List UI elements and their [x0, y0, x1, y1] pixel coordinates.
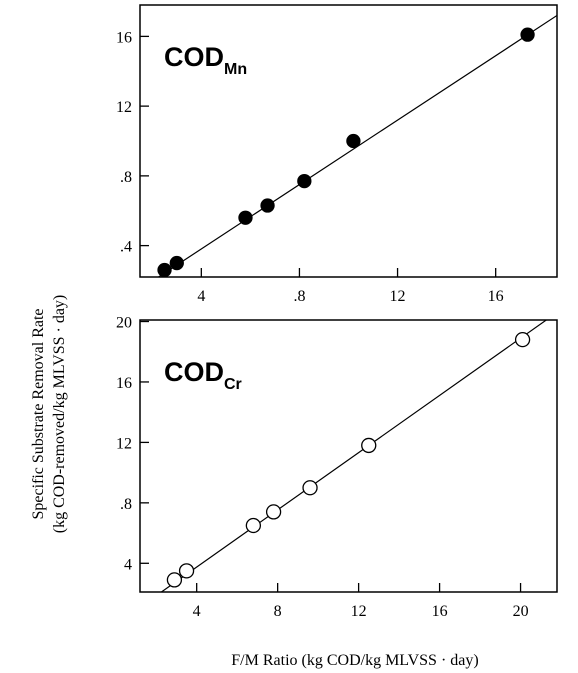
x-tick-label-bottom: 20: [513, 603, 529, 620]
data-point-top: [169, 255, 184, 271]
data-point-top: [260, 198, 275, 213]
y-tick-label-top: .8: [120, 169, 132, 186]
x-tick-label-bottom: 16: [432, 603, 448, 620]
y-tick-label-bottom: 20: [116, 315, 132, 332]
panel-title-cod-mn: CODMn: [164, 42, 247, 78]
y-tick-label-bottom: .8: [120, 496, 132, 513]
y-tick-label-top: 12: [116, 99, 132, 116]
x-axis-label: F/M Ratio (kg COD/kg MLVSS · day): [231, 652, 478, 669]
plot-frame-top: [139, 4, 558, 278]
y-tick-label-top: 16: [116, 29, 132, 46]
x-tick-label-bottom: 8: [274, 603, 282, 620]
panel-title-subscript: Cr: [224, 376, 242, 393]
data-point-bottom: [178, 563, 195, 579]
data-point-bottom: [265, 504, 282, 520]
x-tick-label-top: 16: [488, 288, 504, 305]
data-point-top: [520, 27, 535, 42]
data-point-bottom: [302, 480, 318, 496]
data-point-top: [157, 262, 172, 278]
plot-frame-bottom: [139, 319, 558, 593]
y-tick-label-top: .4: [120, 239, 132, 256]
panel-title-main: COD: [164, 42, 224, 72]
data-point-bottom: [166, 572, 183, 588]
x-tick-label-top: 12: [390, 288, 406, 305]
data-point-bottom: [514, 331, 531, 348]
y-tick-label-bottom: 12: [116, 435, 132, 452]
panel-cod-cr: 4 8 12 16 20 4 .8 12 16 20 CODCr: [116, 315, 558, 620]
panel-cod-mn: 4 .8 12 16 .4 .8 12 16 CODMn: [116, 4, 558, 305]
y-tick-label-bottom: 16: [116, 375, 132, 392]
x-tick-label-top: .8: [293, 288, 305, 305]
data-point-bottom: [361, 437, 377, 454]
data-point-top: [346, 133, 361, 149]
x-tick-label-bottom: 4: [193, 603, 201, 620]
data-point-top: [297, 173, 312, 189]
panel-title-main: COD: [164, 357, 224, 387]
y-axis-label-line2: (kg COD-removed/kg MLVSS · day): [51, 295, 68, 534]
y-tick-label-bottom: 4: [124, 556, 132, 573]
data-point-bottom: [245, 517, 262, 534]
fit-line-bottom: [160, 320, 548, 592]
fit-line-top: [157, 14, 557, 277]
data-point-top: [238, 210, 253, 225]
y-axis-label-line1: Specific Substrate Removal Rate: [30, 308, 47, 519]
panel-title-subscript: Mn: [224, 61, 247, 78]
x-tick-label-bottom: 12: [351, 603, 367, 620]
panel-title-cod-cr: CODCr: [164, 357, 242, 393]
x-tick-label-top: 4: [197, 288, 205, 305]
